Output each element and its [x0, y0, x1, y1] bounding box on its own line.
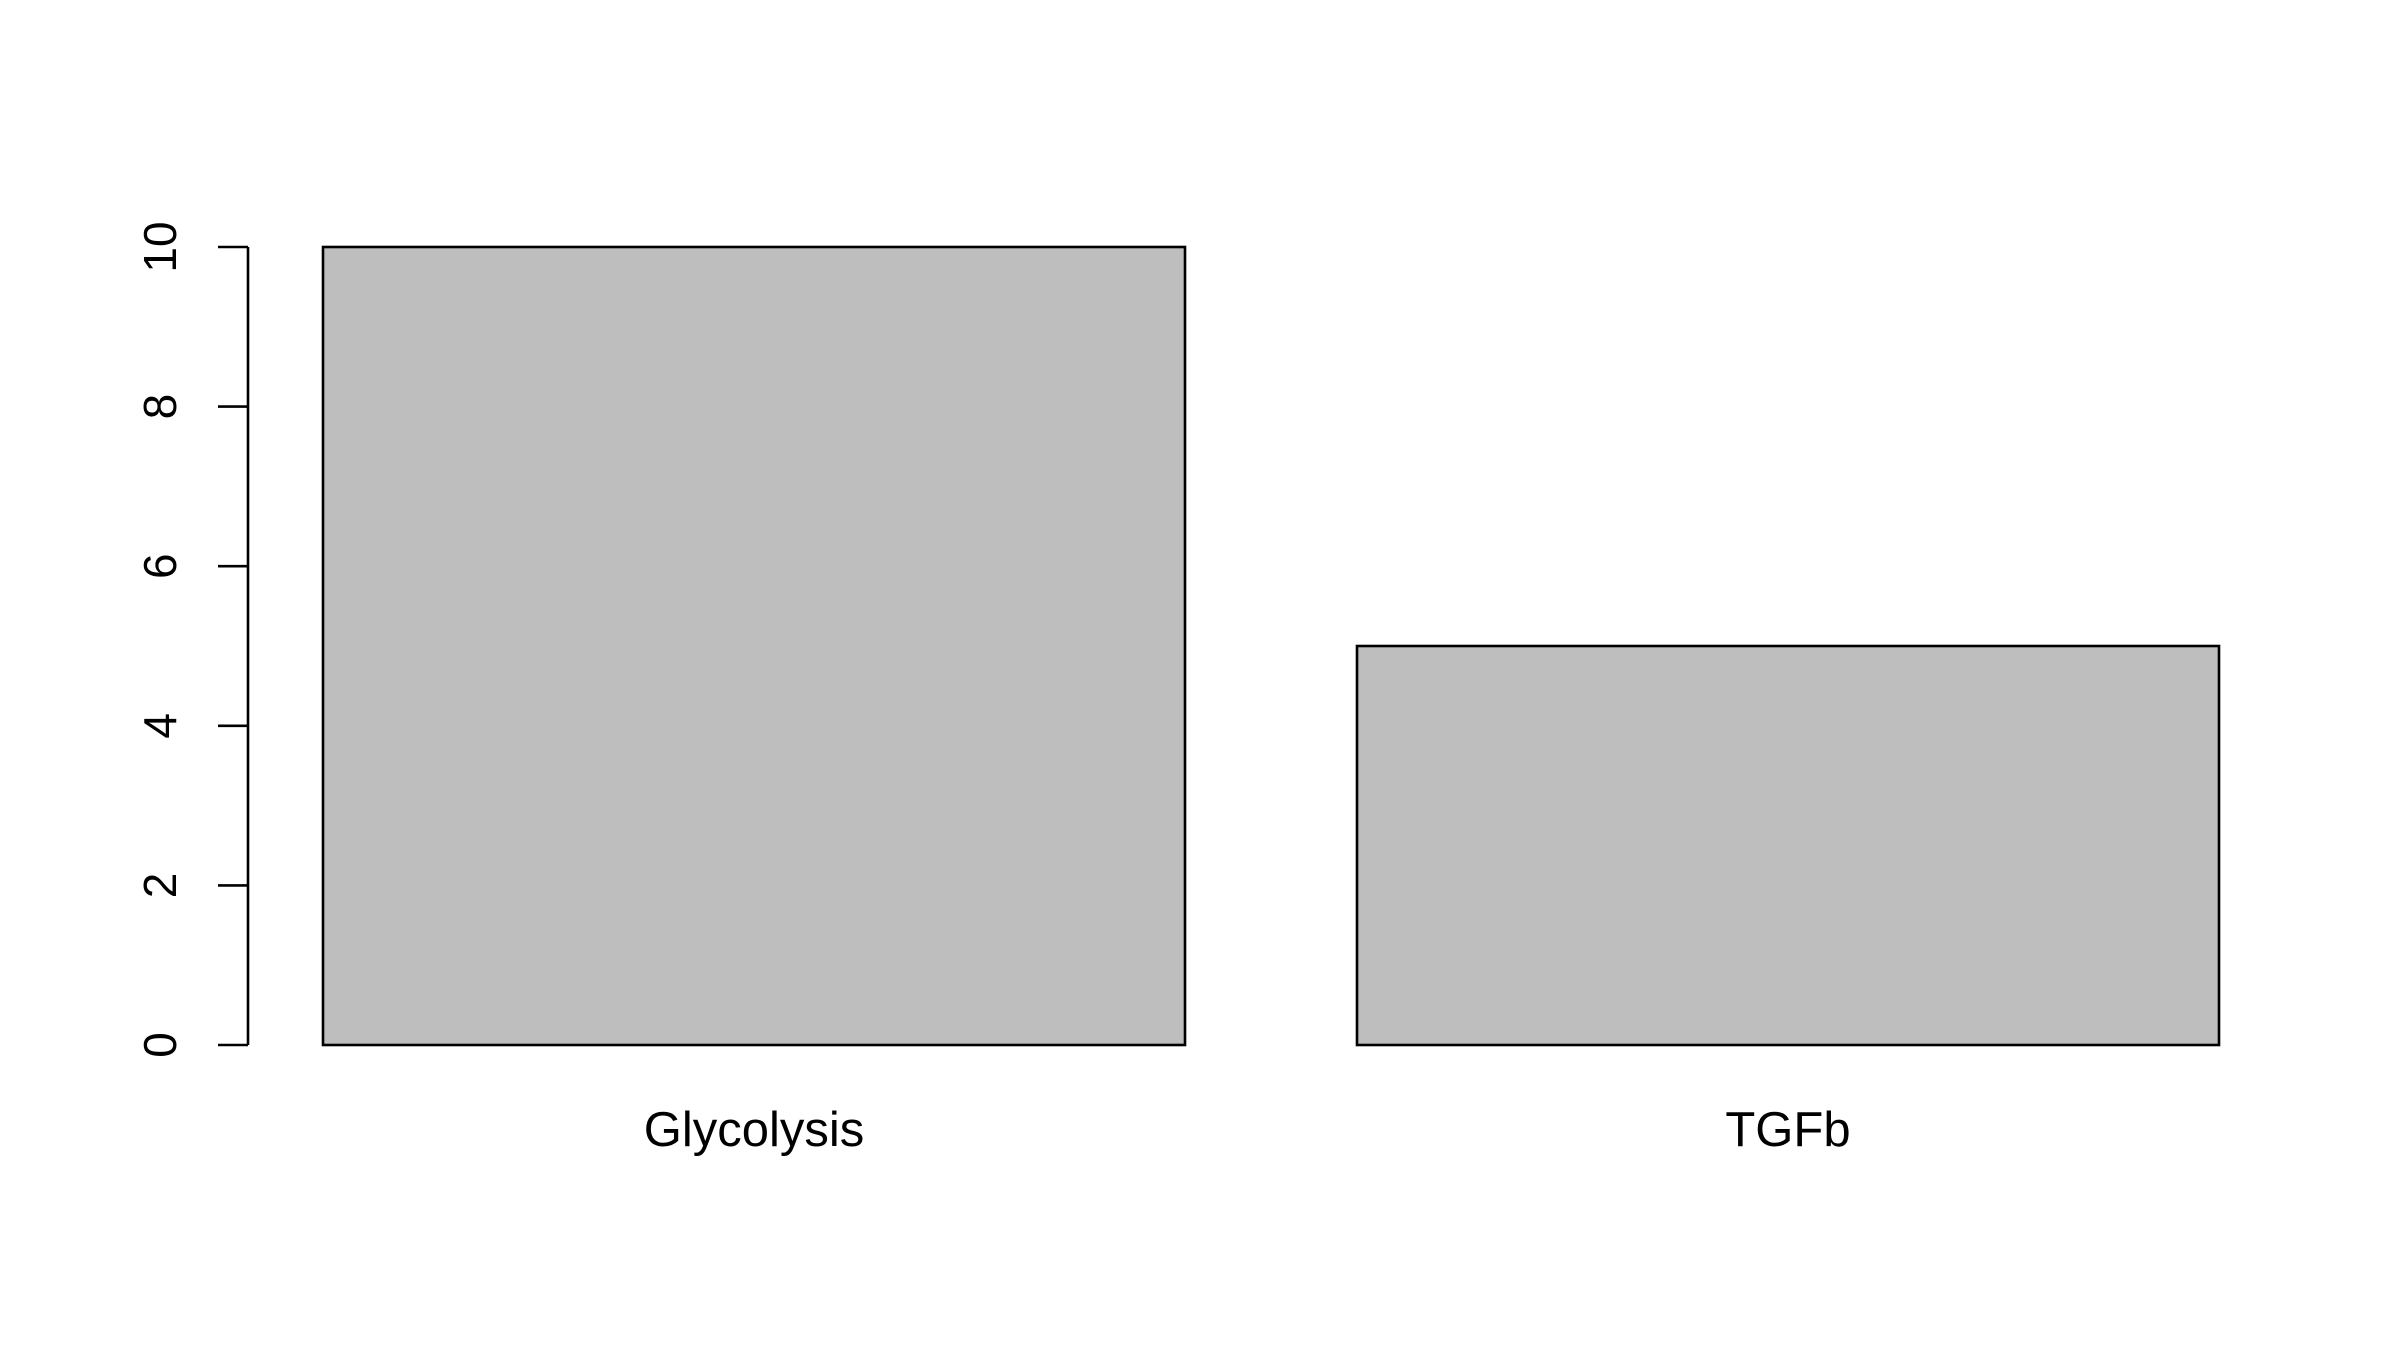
bars-group [321, 245, 2221, 1047]
y-tick-label-0: 0 [134, 1032, 186, 1058]
y-tick-label-10: 10 [134, 221, 186, 272]
y-tick-label-6: 6 [134, 553, 186, 579]
x-category-label-glycolysis: Glycolysis [644, 1103, 865, 1157]
x-category-label-tgfb: TGFb [1725, 1103, 1850, 1157]
y-axis: 0 2 4 6 8 10 [134, 221, 250, 1058]
bar-glycolysis [321, 245, 1187, 1047]
y-tick-label-4: 4 [134, 713, 186, 739]
y-tick-label-2: 2 [134, 873, 186, 899]
y-tick-label-8: 8 [134, 394, 186, 420]
x-axis-labels: Glycolysis TGFb [644, 1103, 1851, 1157]
bar-tgfb [1355, 644, 2221, 1047]
